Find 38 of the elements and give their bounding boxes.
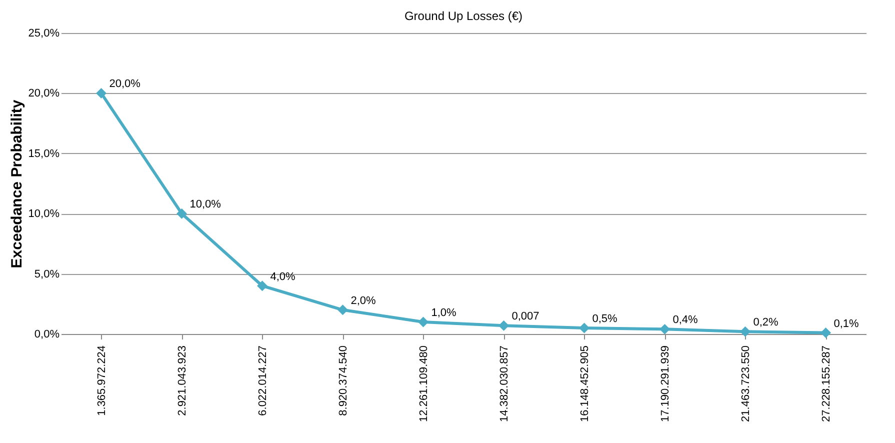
point [579, 322, 590, 334]
x-tick-label: 6.022.014.227 [256, 346, 269, 416]
x-tick-label: 27.228.155.287 [820, 346, 832, 422]
y-tick-label: 25,0% [28, 28, 60, 40]
data-label: 0,2% [753, 316, 779, 329]
point [176, 208, 187, 219]
data-label: 0,5% [592, 312, 618, 325]
data-label: 4,0% [270, 270, 296, 283]
point [740, 326, 750, 337]
point [257, 280, 268, 292]
y-tick-label: 5,0% [34, 268, 60, 280]
annotation: 0,007 [512, 310, 540, 323]
point [338, 304, 348, 316]
y-tick-label: 0,0% [34, 328, 60, 340]
data-label: 2,0% [350, 294, 376, 307]
point [498, 320, 509, 331]
x-tick-label: 17.190.291.939 [659, 346, 672, 422]
point [96, 88, 106, 98]
x-tick-label: 1.365.972.224 [96, 346, 108, 416]
x-tick-label: 16.148.452.905 [578, 346, 591, 422]
data-label: 0,1% [834, 318, 860, 330]
x-tick-label: 12.261.109.480 [418, 346, 430, 422]
point [660, 324, 670, 334]
point [418, 316, 428, 328]
x-tick-label: 21.463.723.550 [740, 346, 752, 422]
point [820, 328, 831, 338]
x-tick-label: 14.382.030.857 [498, 346, 510, 422]
data-label: 20,0% [109, 78, 141, 90]
y-tick-label: 20,0% [28, 88, 60, 100]
y-axis-title: Exceedance Probability [8, 99, 26, 268]
x-tick-label: 8.920.374.540 [337, 346, 350, 416]
data-label: 1,0% [431, 306, 457, 319]
y-tick-label: 10,0% [28, 208, 60, 220]
y-tick-label: 15,0% [28, 148, 60, 160]
data-label: 10,0% [190, 198, 222, 211]
chart-title: Ground Up Losses (€) [404, 9, 523, 23]
data-label: 0,4% [672, 314, 698, 326]
x-tick-label: 2.921.043.923 [176, 346, 188, 416]
